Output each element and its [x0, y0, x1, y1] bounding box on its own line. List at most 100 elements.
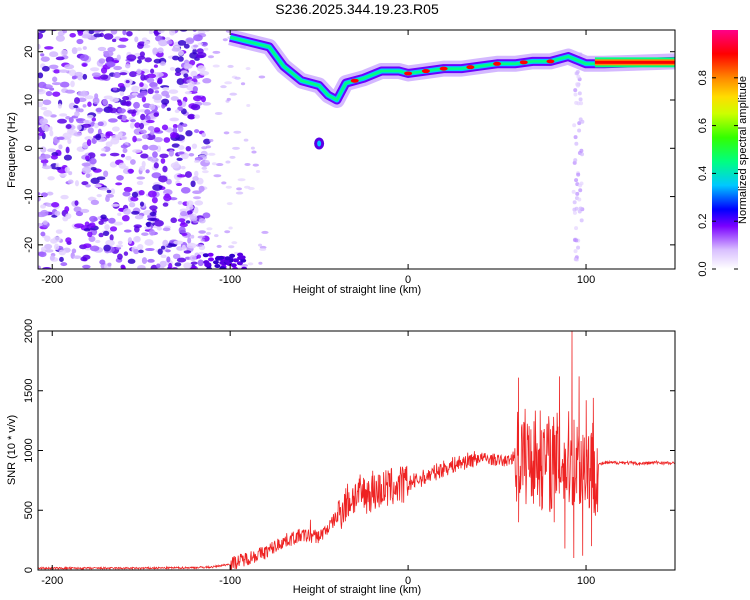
spectrogram-blob [131, 85, 140, 93]
x-tick-label: -100 [219, 575, 241, 587]
spectrogram-blob [100, 214, 107, 220]
spectrogram-blob [152, 184, 163, 191]
spectrogram-blob [145, 169, 150, 174]
spectrogram-blob [38, 101, 44, 108]
spectrogram-blob [147, 258, 155, 263]
spectrogram-blob [140, 153, 149, 159]
spectrogram-blob [179, 211, 188, 217]
spectrogram-blob [239, 255, 246, 260]
spectrogram-blob [60, 194, 69, 200]
spectrogram-blob [194, 170, 199, 178]
spectrogram-blob [110, 30, 118, 35]
spectrogram-blob [146, 77, 155, 83]
spectrogram-blob [40, 159, 49, 164]
spectrogram-blob [192, 75, 201, 79]
colorbar-tick-label: 0.4 [697, 166, 709, 181]
spectrogram-blob [142, 134, 149, 140]
spectrogram-blob [76, 38, 84, 45]
spectrogram-blob [178, 151, 185, 155]
spectrogram-blob [577, 209, 582, 214]
spectrogram-blob [117, 253, 123, 260]
spectrogram-blob [247, 262, 254, 266]
spectrogram-blob [576, 245, 581, 250]
spectrogram-blob [579, 148, 584, 153]
spectrogram-blob [192, 81, 201, 85]
spectrogram-blob [136, 59, 142, 64]
spectrogram-blob [168, 89, 179, 94]
spectrogram-blob [172, 124, 178, 129]
spectrogram-blob [159, 260, 167, 268]
spectrogram-blob [153, 30, 160, 37]
spectrogram-blob [54, 210, 61, 216]
spectrogram-blob [174, 262, 182, 267]
colorbar-tick-label: 0.0 [697, 261, 709, 276]
spectrogram-blob [177, 40, 187, 46]
spectrogram-blob [38, 72, 44, 79]
spectrogram-blob [145, 247, 155, 252]
spectrogram-blob [43, 109, 53, 117]
spectrogram-blob [84, 95, 94, 100]
spectrogram-blob [122, 95, 130, 101]
spectrogram-blob [40, 146, 47, 153]
spectrogram-blob [204, 159, 210, 163]
spectrogram-blob [186, 210, 193, 215]
spectrogram-blob [208, 138, 214, 142]
spectrogram-blob [119, 91, 125, 97]
figure-title: S236.2025.344.19.23.R05 [275, 1, 439, 17]
spectrogram-blob [38, 265, 41, 269]
spectrogram-blob [186, 38, 195, 43]
spectrogram-blob [140, 74, 146, 81]
spectrogram-blob [144, 109, 151, 115]
spectrogram-blob [189, 216, 198, 222]
spectrogram-blob [127, 258, 136, 264]
spectrogram-blob [148, 144, 159, 151]
colorbar-tick-label: 0.8 [697, 70, 709, 85]
spectrogram-blob [150, 264, 158, 269]
spectrogram-blob [38, 222, 43, 227]
spectrogram-blob [573, 88, 578, 93]
spectrogram-blob [118, 132, 123, 137]
spectrogram-blob [185, 130, 193, 137]
spectrogram-blob [63, 154, 72, 161]
spectrogram-blob [229, 155, 236, 159]
spectrogram-blob [179, 84, 189, 89]
spectrogram-blob [186, 200, 194, 207]
spectrogram-blob [225, 30, 233, 33]
spectrogram-blob [38, 134, 41, 140]
spectrogram-blob [192, 30, 197, 32]
spectrogram-blob [206, 266, 213, 269]
x-tick-label: 0 [405, 575, 411, 587]
spectrogram-blob [110, 188, 116, 195]
spectrogram-blob [159, 61, 166, 66]
spectrogram-blob [124, 63, 131, 69]
spectrogram-blob [224, 230, 231, 234]
spectrogram-blob [177, 56, 184, 62]
spectrogram-blob [121, 214, 130, 222]
spectrogram-blob [82, 243, 92, 249]
spectrogram-blob [82, 73, 88, 80]
spectrogram-blob [75, 210, 84, 217]
spectrogram-blob [203, 138, 211, 145]
spectrogram-blob [127, 237, 133, 245]
spectrogram-blob [91, 117, 97, 122]
spectrogram-blob [575, 83, 580, 88]
spectrogram-blob [192, 220, 199, 224]
spectrogram-blob [125, 155, 132, 161]
spectrogram-blob [56, 136, 65, 140]
spectrogram-blob [103, 33, 114, 40]
spectrogram-blob [100, 74, 109, 80]
spectrogram-blob [197, 65, 206, 72]
spectrogram-blob [62, 132, 72, 140]
spectrogram-blob [148, 30, 153, 35]
spectrogram-blob [181, 232, 188, 237]
spectrogram-blob [172, 55, 180, 61]
spectrogram-blob [144, 40, 151, 45]
snr-xlabel: Height of straight line (km) [293, 584, 421, 596]
spectrogram-blob [190, 261, 198, 265]
spectrogram-blob [112, 87, 118, 91]
spectrogram-blob [133, 236, 141, 243]
spectrogram-blob [140, 129, 147, 134]
spectrogram-blob [157, 47, 164, 54]
spectrogram-blob [103, 170, 109, 178]
